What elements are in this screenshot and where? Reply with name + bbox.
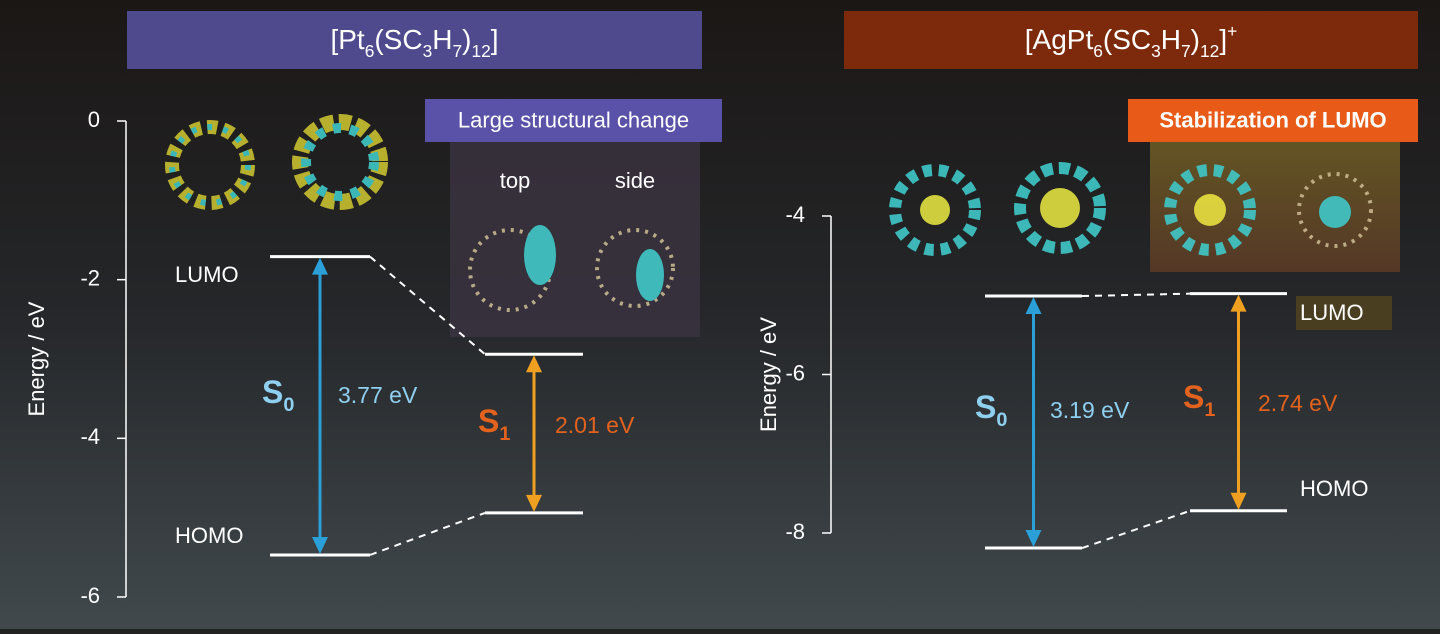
y-tick-label: -8 — [785, 519, 805, 544]
y-tick-label: -6 — [80, 583, 100, 608]
lumo-label: LUMO — [1300, 300, 1364, 325]
text-part: H — [432, 24, 452, 55]
text-part: 7 — [1181, 41, 1191, 61]
lumo-box — [1296, 296, 1392, 330]
title-box — [844, 11, 1418, 69]
state-name: S0 — [262, 374, 294, 416]
panel-title: [AgPt6(SC3H7)12]+ — [1025, 21, 1237, 61]
text-part: 6 — [365, 41, 375, 61]
homo-label: HOMO — [175, 523, 243, 548]
state-name: S0 — [975, 389, 1007, 431]
text-part: 3 — [423, 41, 433, 61]
text-part: + — [1227, 21, 1237, 41]
text-part: 12 — [1200, 41, 1219, 61]
view-label: side — [615, 168, 655, 193]
text-part: H — [1161, 24, 1181, 55]
panel-title: [Pt6(SC3H7)12] — [330, 24, 498, 60]
text-part: (SC — [1103, 24, 1151, 55]
arrow-head — [312, 257, 328, 275]
y-tick-label: -2 — [80, 265, 100, 290]
y-tick-label: -4 — [80, 424, 100, 449]
text-part: [Pt — [330, 24, 364, 55]
structure-panel — [1150, 142, 1400, 272]
text-part: ] — [1219, 24, 1227, 55]
y-axis-label: Energy / eV — [24, 301, 49, 416]
homo-label: HOMO — [1300, 476, 1368, 501]
arrow-head — [526, 494, 542, 512]
text-part: S — [478, 403, 499, 439]
callout-box — [1128, 99, 1418, 142]
callout-text: Stabilization of LUMO — [1159, 107, 1386, 132]
text-part: 0 — [996, 409, 1007, 431]
arrow-head — [312, 536, 328, 554]
text-part: 3 — [1151, 41, 1161, 61]
lumo-label: LUMO — [175, 262, 239, 287]
title-box — [127, 11, 702, 69]
y-tick-label: -6 — [785, 360, 805, 385]
text-part: S — [262, 374, 283, 410]
connector — [1081, 509, 1191, 550]
view-label: top — [500, 168, 531, 193]
callout-box — [425, 99, 722, 142]
gap-label: 2.74 eV — [1258, 390, 1338, 416]
state-name: S1 — [1183, 379, 1215, 421]
y-tick-label: -4 — [785, 202, 805, 227]
text-part: 12 — [471, 41, 490, 61]
text-part: (SC — [374, 24, 422, 55]
text-part: ) — [1191, 24, 1200, 55]
text-part: S — [975, 389, 996, 425]
text-part: S — [1183, 379, 1204, 415]
arrow-head — [1230, 492, 1247, 510]
text-part: ] — [491, 24, 499, 55]
state-name: S1 — [478, 403, 510, 445]
arrow-head — [1025, 530, 1042, 548]
gap-label: 2.01 eV — [555, 412, 635, 438]
text-part: 1 — [1204, 399, 1215, 421]
arrow-head — [1230, 294, 1247, 312]
text-part: 1 — [499, 423, 510, 445]
connector — [1081, 292, 1191, 298]
gap-label: 3.19 eV — [1050, 397, 1130, 423]
text-part: 6 — [1093, 41, 1103, 61]
arrow-head — [1025, 297, 1042, 315]
y-axis-label: Energy / eV — [756, 317, 781, 432]
text-part: ) — [462, 24, 471, 55]
text-part: 0 — [283, 394, 294, 416]
gap-label: 3.77 eV — [338, 382, 418, 408]
callout-text: Large structural change — [458, 107, 689, 132]
molecules — [165, 114, 1373, 312]
arrow-head — [526, 355, 542, 373]
text-part: 7 — [452, 41, 462, 61]
y-tick-label: 0 — [88, 107, 100, 132]
text-part: [AgPt — [1025, 24, 1094, 55]
